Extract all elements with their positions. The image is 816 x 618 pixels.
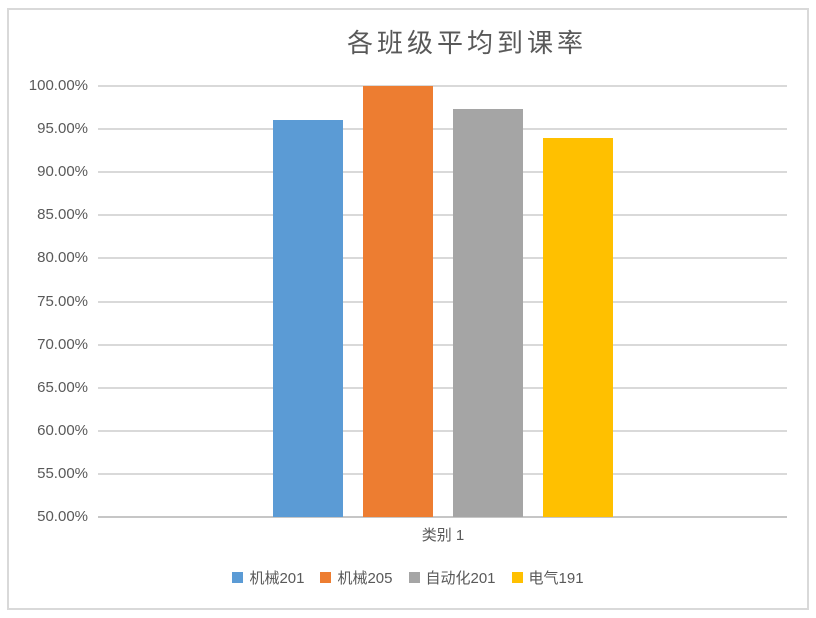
y-axis-tick-label: 70.00% <box>37 335 88 353</box>
legend-item-机械201: 机械201 <box>232 567 304 588</box>
gridline <box>98 171 787 174</box>
gridline <box>98 85 787 87</box>
gridline <box>98 128 787 131</box>
y-axis-tick-label: 100.00% <box>28 77 88 94</box>
legend: 机械201 机械205 自动化201 电气191 <box>0 565 816 589</box>
x-axis-line <box>98 516 787 518</box>
y-axis-tick-label: 95.00% <box>37 120 88 138</box>
legend-swatch-icon <box>408 571 420 583</box>
gridline <box>98 257 787 260</box>
bar-自动化201 <box>452 109 523 517</box>
bar-机械201 <box>272 120 343 517</box>
y-axis-tick-label: 75.00% <box>37 292 88 310</box>
y-axis-tick-label: 55.00% <box>37 464 88 482</box>
bar-机械205 <box>362 86 433 517</box>
chart-border <box>7 8 809 610</box>
legend-label: 机械201 <box>249 569 305 587</box>
y-axis-tick-label: 50.00% <box>37 508 88 525</box>
chart-title: 各班级平均到课率 <box>346 28 588 58</box>
bar-电气191 <box>542 137 613 517</box>
x-axis-category-label: 类别 1 <box>421 527 465 544</box>
gridline <box>98 472 787 475</box>
legend-label: 机械205 <box>337 569 393 587</box>
y-axis-tick-label: 60.00% <box>37 421 88 439</box>
y-axis-tick-label: 90.00% <box>37 163 88 181</box>
legend-item-机械205: 机械205 <box>320 567 393 588</box>
y-axis-tick-label: 80.00% <box>37 249 88 267</box>
y-axis-tick-label: 65.00% <box>37 378 88 396</box>
legend-item-自动化201: 自动化201 <box>408 567 496 588</box>
gridline <box>98 386 787 389</box>
legend-swatch-icon <box>320 571 332 583</box>
gridline <box>98 300 787 303</box>
y-axis-tick-label: 85.00% <box>37 206 88 224</box>
legend-swatch-icon <box>511 571 523 583</box>
legend-label: 电气191 <box>528 569 584 587</box>
gridline <box>98 343 787 346</box>
gridline <box>98 214 787 217</box>
legend-swatch-icon <box>232 571 244 583</box>
legend-item-电气191: 电气191 <box>511 567 584 588</box>
legend-label: 自动化201 <box>425 569 496 587</box>
gridline <box>98 429 787 432</box>
